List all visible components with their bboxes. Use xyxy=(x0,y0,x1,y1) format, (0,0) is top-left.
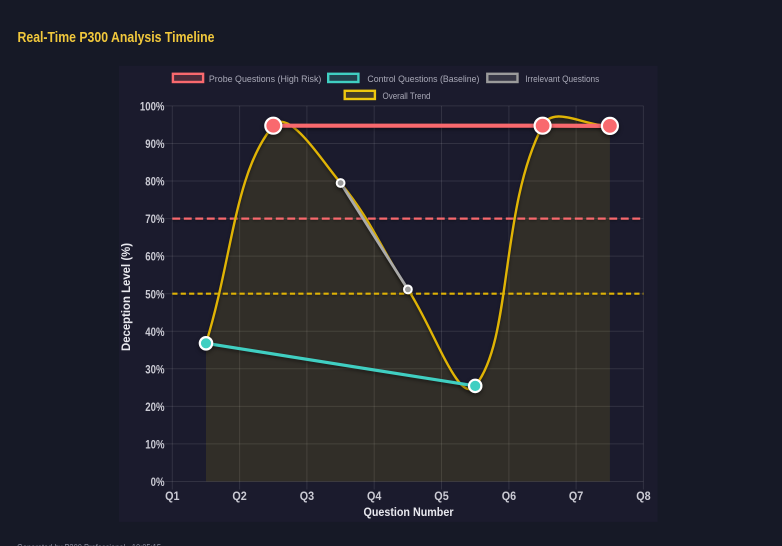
svg-text:Irrelevant Questions: Irrelevant Questions xyxy=(525,74,599,85)
svg-text:Q1: Q1 xyxy=(165,489,180,503)
svg-text:10%: 10% xyxy=(145,438,164,452)
svg-text:0%: 0% xyxy=(151,475,165,489)
svg-text:90%: 90% xyxy=(145,137,164,151)
svg-text:Q8: Q8 xyxy=(636,489,651,503)
svg-text:40%: 40% xyxy=(145,325,164,339)
svg-text:Control Questions (Baseline): Control Questions (Baseline) xyxy=(367,74,479,85)
svg-text:Q2: Q2 xyxy=(232,489,247,503)
svg-text:Q4: Q4 xyxy=(367,489,382,503)
svg-text:Real-Time P300 Analysis Timeli: Real-Time P300 Analysis Timeline xyxy=(18,29,215,46)
svg-text:50%: 50% xyxy=(145,287,164,301)
svg-text:100%: 100% xyxy=(140,100,165,114)
svg-text:30%: 30% xyxy=(145,362,164,376)
svg-text:Deception Level (%): Deception Level (%) xyxy=(119,243,133,351)
svg-text:Q6: Q6 xyxy=(502,489,517,503)
svg-text:20%: 20% xyxy=(145,400,164,414)
svg-text:Overall Trend: Overall Trend xyxy=(383,91,431,102)
svg-text:Question Number: Question Number xyxy=(364,505,454,519)
svg-text:Q7: Q7 xyxy=(569,489,584,503)
svg-text:60%: 60% xyxy=(145,250,164,264)
svg-text:Probe Questions (High Risk): Probe Questions (High Risk) xyxy=(209,74,322,85)
svg-text:Q3: Q3 xyxy=(300,489,315,503)
svg-text:Q5: Q5 xyxy=(434,489,449,503)
svg-text:80%: 80% xyxy=(145,175,164,189)
svg-text:70%: 70% xyxy=(145,212,164,226)
svg-text:Generated by P300 Professional: Generated by P300 Professional - 10:05:1… xyxy=(17,542,161,546)
